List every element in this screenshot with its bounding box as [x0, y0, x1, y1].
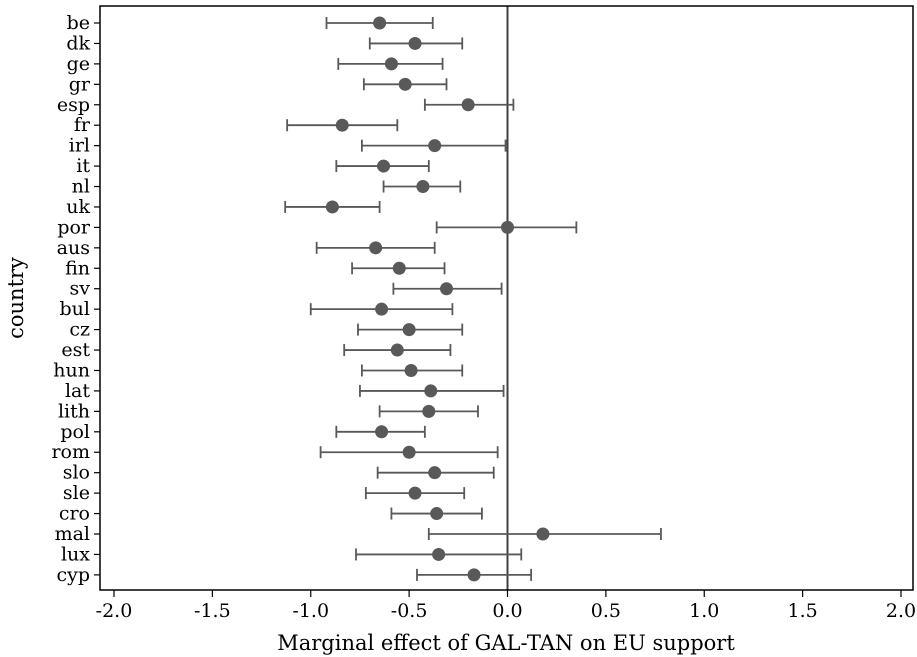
y-tick-label-uk: uk [66, 196, 90, 218]
point-estimate-rom [402, 445, 416, 459]
point-estimate-irl [428, 139, 442, 153]
y-tick-label-sv: sv [70, 278, 91, 300]
y-tick-label-bul: bul [60, 298, 90, 320]
x-axis-title: Marginal effect of GAL-TAN on EU support [277, 631, 735, 655]
point-estimate-fin [392, 261, 406, 275]
y-tick-label-lux: lux [61, 543, 90, 565]
y-tick-label-por: por [57, 216, 91, 238]
point-estimate-lat [424, 384, 438, 398]
point-estimate-it [377, 159, 391, 173]
point-estimate-mal [536, 527, 550, 541]
point-estimate-sle [408, 486, 422, 500]
point-estimate-bul [375, 302, 389, 316]
y-tick-label-pol: pol [60, 421, 90, 443]
y-tick-label-mal: mal [55, 523, 90, 545]
point-estimate-uk [325, 200, 339, 214]
x-tick-label-3: -0.5 [391, 600, 428, 622]
y-tick-label-gr: gr [69, 73, 91, 95]
point-estimate-por [501, 220, 514, 234]
y-axis-title: country [4, 257, 28, 339]
point-estimate-hun [404, 363, 418, 377]
point-estimate-nl [416, 180, 430, 194]
point-estimate-lith [422, 404, 436, 418]
point-estimate-slo [428, 466, 442, 480]
x-tick-label-2: -1.0 [292, 600, 329, 622]
point-estimate-aus [369, 241, 383, 255]
y-axis-ticks: bedkgegrespfrirlitnlukporausfinsvbulczes… [51, 12, 100, 586]
x-tick-label-4: 0.0 [492, 600, 522, 622]
point-estimate-pol [375, 425, 389, 439]
y-tick-label-cyp: cyp [56, 564, 90, 586]
point-estimate-cro [430, 507, 444, 521]
y-tick-label-slo: slo [63, 462, 90, 484]
y-tick-label-dk: dk [66, 32, 90, 54]
point-estimate-dk [408, 36, 422, 50]
x-tick-label-8: 2.0 [886, 600, 916, 622]
y-tick-label-lith: lith [58, 400, 90, 422]
y-tick-label-hun: hun [53, 359, 90, 381]
x-tick-label-6: 1.0 [689, 600, 719, 622]
x-tick-label-1: -1.5 [194, 600, 231, 622]
chart-marks [284, 6, 662, 590]
point-estimate-est [390, 343, 404, 357]
y-tick-label-fr: fr [74, 114, 91, 136]
y-tick-label-aus: aus [57, 237, 90, 259]
y-tick-label-esp: esp [57, 94, 90, 116]
y-tick-label-cz: cz [69, 319, 90, 341]
y-tick-label-irl: irl [69, 135, 90, 157]
point-estimate-be [373, 16, 387, 30]
point-estimate-esp [461, 98, 475, 112]
point-estimate-ge [384, 57, 398, 71]
plot-frame [99, 5, 914, 591]
y-tick-label-sle: sle [63, 482, 90, 504]
y-tick-label-nl: nl [72, 176, 90, 198]
x-axis-ticks: -2.0 -1.5 -1.0 -0.5 0.0 0.5 1.0 1.5 2.0 [96, 590, 916, 622]
point-estimate-cyp [467, 568, 481, 582]
x-tick-label-5: 0.5 [591, 600, 621, 622]
point-estimate-sv [440, 282, 454, 296]
y-tick-label-cro: cro [59, 503, 90, 525]
y-tick-label-fin: fin [65, 257, 90, 279]
y-tick-label-lat: lat [65, 380, 90, 402]
x-tick-label-0: -2.0 [96, 600, 133, 622]
y-tick-label-ge: ge [67, 53, 90, 75]
point-estimate-cz [402, 323, 416, 337]
y-tick-label-est: est [61, 339, 90, 361]
y-tick-label-it: it [76, 155, 90, 177]
point-estimate-fr [335, 118, 349, 132]
y-tick-label-be: be [67, 12, 90, 34]
x-tick-label-7: 1.5 [788, 600, 818, 622]
y-tick-label-rom: rom [51, 441, 90, 463]
point-estimate-lux [432, 547, 446, 561]
point-estimate-gr [398, 77, 412, 91]
